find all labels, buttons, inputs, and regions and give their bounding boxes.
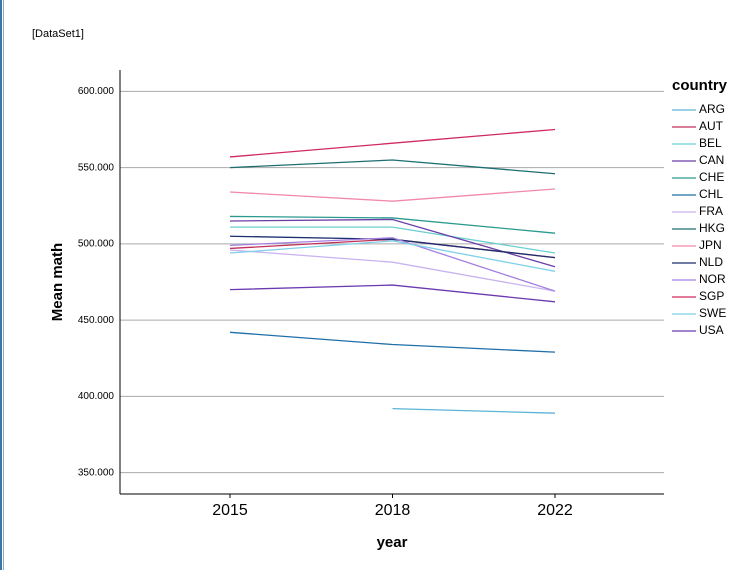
legend-label: HKG bbox=[699, 221, 725, 235]
legend-label: CHL bbox=[699, 187, 723, 201]
legend-label: ARG bbox=[699, 102, 725, 116]
legend-label: NLD bbox=[699, 255, 723, 269]
series-line bbox=[229, 238, 556, 259]
legend-label: SWE bbox=[699, 306, 726, 320]
window-border bbox=[3, 0, 4, 570]
series-line bbox=[229, 240, 556, 272]
series-line bbox=[229, 235, 556, 259]
x-tick-label: 2018 bbox=[375, 502, 411, 519]
y-axis-label: Mean math bbox=[49, 243, 66, 321]
x-tick-label: 2015 bbox=[212, 502, 248, 519]
series-line bbox=[229, 128, 556, 158]
series-line bbox=[229, 331, 556, 353]
series-line bbox=[229, 249, 556, 292]
legend-label: USA bbox=[699, 323, 724, 337]
y-tick-label: 350.000 bbox=[78, 467, 115, 478]
y-tick-label: 450.000 bbox=[78, 315, 115, 326]
legend-label: FRA bbox=[699, 204, 723, 218]
window-border bbox=[0, 0, 2, 570]
series-line bbox=[392, 407, 556, 414]
legend-label: BEL bbox=[699, 136, 722, 150]
legend-label: AUT bbox=[699, 119, 724, 133]
y-tick-label: 600.000 bbox=[78, 86, 115, 97]
legend-label: SGP bbox=[699, 289, 724, 303]
series-line bbox=[229, 188, 556, 202]
series-line bbox=[229, 284, 556, 303]
legend-label: CHE bbox=[699, 170, 724, 184]
dataset-label: [DataSet1] bbox=[32, 28, 84, 40]
legend-label: NOR bbox=[699, 272, 726, 286]
legend-label: CAN bbox=[699, 153, 724, 167]
series-line bbox=[230, 226, 556, 254]
x-tick-label: 2022 bbox=[537, 502, 573, 519]
y-tick-label: 500.000 bbox=[78, 239, 115, 250]
series-line bbox=[229, 215, 556, 234]
legend-label: JPN bbox=[699, 238, 722, 252]
y-tick-label: 550.000 bbox=[78, 162, 115, 173]
legend-title: country bbox=[672, 77, 728, 94]
series-line bbox=[229, 159, 556, 175]
x-axis-label: year bbox=[377, 534, 408, 551]
series-line bbox=[229, 237, 556, 292]
y-tick-label: 400.000 bbox=[78, 391, 115, 402]
